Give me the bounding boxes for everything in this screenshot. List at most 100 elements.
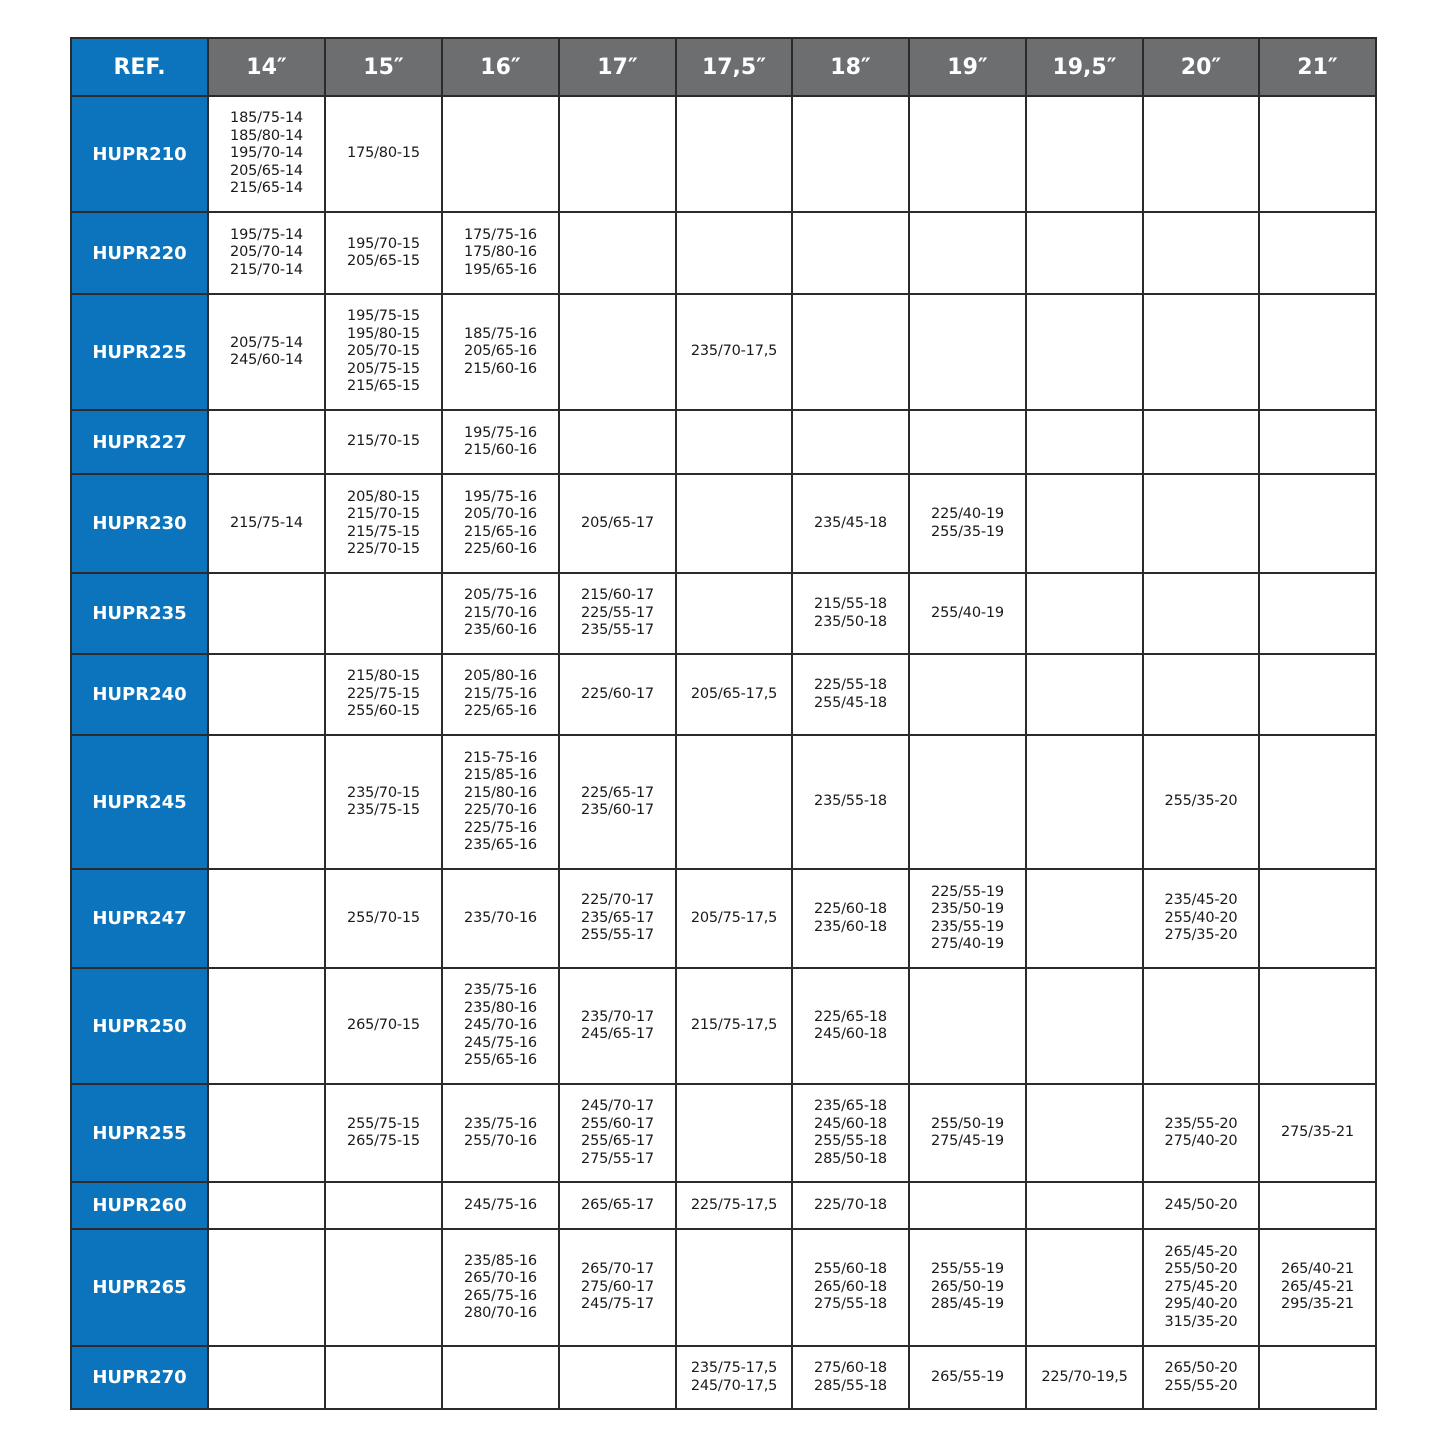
tire-sizes-cell <box>1258 1345 1377 1410</box>
tire-sizes-cell: 215/55-18 235/50-18 <box>791 572 910 655</box>
ref-cell: HUPR240 <box>70 653 209 736</box>
tire-sizes-cell <box>675 572 793 655</box>
tire-sizes-cell <box>1258 293 1377 411</box>
tire-sizes-cell <box>908 211 1027 295</box>
tire-sizes-cell: 255/35-20 <box>1142 734 1260 870</box>
tire-sizes-cell <box>207 1345 326 1410</box>
tire-sizes-cell <box>675 211 793 295</box>
tire-sizes-cell <box>558 293 677 411</box>
ref-cell: HUPR255 <box>70 1083 209 1183</box>
tire-sizes-cell <box>207 653 326 736</box>
ref-cell: HUPR260 <box>70 1181 209 1230</box>
table-row: HUPR240 215/80-15 225/75-15 255/60-15 205/… <box>70 653 1377 736</box>
ref-cell: HUPR245 <box>70 734 209 870</box>
tire-sizes-cell: 175/75-16 175/80-16 195/65-16 <box>441 211 560 295</box>
tire-sizes-cell <box>207 868 326 969</box>
tire-sizes-cell: 275/60-18 285/55-18 <box>791 1345 910 1410</box>
rim-size-column-header: 21″ <box>1258 37 1377 97</box>
tire-sizes-cell: 225/40-19 255/35-19 <box>908 473 1027 574</box>
tire-sizes-cell: 225/70-17 235/65-17 255/55-17 <box>558 868 677 969</box>
tire-sizes-cell: 245/70-17 255/60-17 255/65-17 275/55-17 <box>558 1083 677 1183</box>
tire-sizes-cell: 205/65-17 <box>558 473 677 574</box>
tire-sizes-cell <box>1025 1228 1144 1347</box>
ref-cell: HUPR250 <box>70 967 209 1085</box>
tire-sizes-cell: 185/75-16 205/65-16 215/60-16 <box>441 293 560 411</box>
tire-sizes-cell <box>1258 653 1377 736</box>
tire-sizes-cell <box>1025 1083 1144 1183</box>
tire-sizes-cell <box>675 409 793 475</box>
tire-sizes-cell: 245/75-16 <box>441 1181 560 1230</box>
tire-sizes-cell: 215/70-15 <box>324 409 443 475</box>
tire-sizes-cell <box>908 409 1027 475</box>
rim-size-column-header: 17″ <box>558 37 677 97</box>
tire-sizes-cell: 205/75-17,5 <box>675 868 793 969</box>
table-row: HUPR245 235/70-15 235/75-15 215-75-16 215/… <box>70 734 1377 870</box>
tire-sizes-cell <box>675 473 793 574</box>
tire-sizes-cell <box>908 293 1027 411</box>
table-row: HUPR227 215/70-15 195/75-16 215/60-16 <box>70 409 1377 475</box>
tire-sizes-cell: 235/45-18 <box>791 473 910 574</box>
tire-sizes-cell <box>324 1181 443 1230</box>
tire-sizes-cell: 235/70-17,5 <box>675 293 793 411</box>
tire-sizes-cell: 275/35-21 <box>1258 1083 1377 1183</box>
tire-sizes-cell <box>908 95 1027 213</box>
tire-sizes-cell <box>675 1228 793 1347</box>
tire-sizes-cell: 205/75-14 245/60-14 <box>207 293 326 411</box>
tire-sizes-cell <box>207 1181 326 1230</box>
tire-sizes-cell <box>1258 734 1377 870</box>
tire-sizes-cell <box>558 409 677 475</box>
tire-sizes-cell <box>324 572 443 655</box>
tire-sizes-cell: 225/75-17,5 <box>675 1181 793 1230</box>
tire-sizes-cell <box>207 734 326 870</box>
tire-sizes-cell: 235/85-16 265/70-16 265/75-16 280/70-16 <box>441 1228 560 1347</box>
tire-sizes-cell: 215/60-17 225/55-17 235/55-17 <box>558 572 677 655</box>
rim-size-column-header: 19,5″ <box>1025 37 1144 97</box>
tire-sizes-cell <box>207 409 326 475</box>
tire-sizes-cell <box>1025 967 1144 1085</box>
tire-sizes-cell <box>1025 653 1144 736</box>
rim-size-column-header: 18″ <box>791 37 910 97</box>
tire-sizes-cell <box>1258 572 1377 655</box>
tire-sizes-cell <box>1025 473 1144 574</box>
tire-sizes-cell <box>1142 293 1260 411</box>
rim-size-column-header: 19″ <box>908 37 1027 97</box>
tire-sizes-cell: 225/70-19,5 <box>1025 1345 1144 1410</box>
tire-sizes-cell: 265/70-17 275/60-17 245/75-17 <box>558 1228 677 1347</box>
tire-sizes-cell: 265/40-21 265/45-21 295/35-21 <box>1258 1228 1377 1347</box>
tire-sizes-cell <box>1142 967 1260 1085</box>
tire-sizes-cell <box>1142 473 1260 574</box>
table-row: HUPR260 245/75-16 265/65-17 225/75-17,5 225/… <box>70 1181 1377 1230</box>
tire-sizes-cell: 215/75-14 <box>207 473 326 574</box>
tire-sizes-cell: 175/80-15 <box>324 95 443 213</box>
tire-sizes-cell <box>1025 211 1144 295</box>
tire-sizes-cell: 265/45-20 255/50-20 275/45-20 295/40-20 … <box>1142 1228 1260 1347</box>
table-row: HUPR230 215/75-14 205/80-15 215/70-15 215/… <box>70 473 1377 574</box>
table-row: HUPR255 255/75-15 265/75-15 235/75-16 255/… <box>70 1083 1377 1183</box>
tire-sizes-cell: 235/75-17,5 245/70-17,5 <box>675 1345 793 1410</box>
tire-sizes-cell: 205/80-16 215/75-16 225/65-16 <box>441 653 560 736</box>
tire-sizes-cell <box>1258 95 1377 213</box>
tire-sizes-cell: 225/55-18 255/45-18 <box>791 653 910 736</box>
tire-sizes-cell <box>1025 293 1144 411</box>
table-row: HUPR210 185/75-14 185/80-14 195/70-14 205… <box>70 95 1377 213</box>
tire-sizes-cell <box>675 1083 793 1183</box>
tire-sizes-cell: 255/55-19 265/50-19 285/45-19 <box>908 1228 1027 1347</box>
tire-sizes-cell: 235/70-17 245/65-17 <box>558 967 677 1085</box>
tire-sizes-cell: 235/75-16 235/80-16 245/70-16 245/75-16 … <box>441 967 560 1085</box>
tire-sizes-cell: 255/70-15 <box>324 868 443 969</box>
tire-sizes-cell <box>791 211 910 295</box>
tire-sizes-cell <box>675 734 793 870</box>
tire-sizes-cell: 215/80-15 225/75-15 255/60-15 <box>324 653 443 736</box>
tire-sizes-cell: 235/55-18 <box>791 734 910 870</box>
tire-sizes-cell <box>1025 95 1144 213</box>
tire-sizes-cell: 235/45-20 255/40-20 275/35-20 <box>1142 868 1260 969</box>
tire-sizes-cell <box>1142 572 1260 655</box>
tire-sizes-cell: 205/80-15 215/70-15 215/75-15 225/70-15 <box>324 473 443 574</box>
tire-sizes-cell <box>1142 409 1260 475</box>
tire-sizes-cell <box>207 1228 326 1347</box>
tire-sizes-cell: 235/70-15 235/75-15 <box>324 734 443 870</box>
tire-sizes-cell <box>1258 473 1377 574</box>
tire-sizes-cell: 225/65-17 235/60-17 <box>558 734 677 870</box>
table-row: HUPR265 235/85-16 265/70-16 265/75-16 280… <box>70 1228 1377 1347</box>
tire-sizes-cell <box>908 1181 1027 1230</box>
